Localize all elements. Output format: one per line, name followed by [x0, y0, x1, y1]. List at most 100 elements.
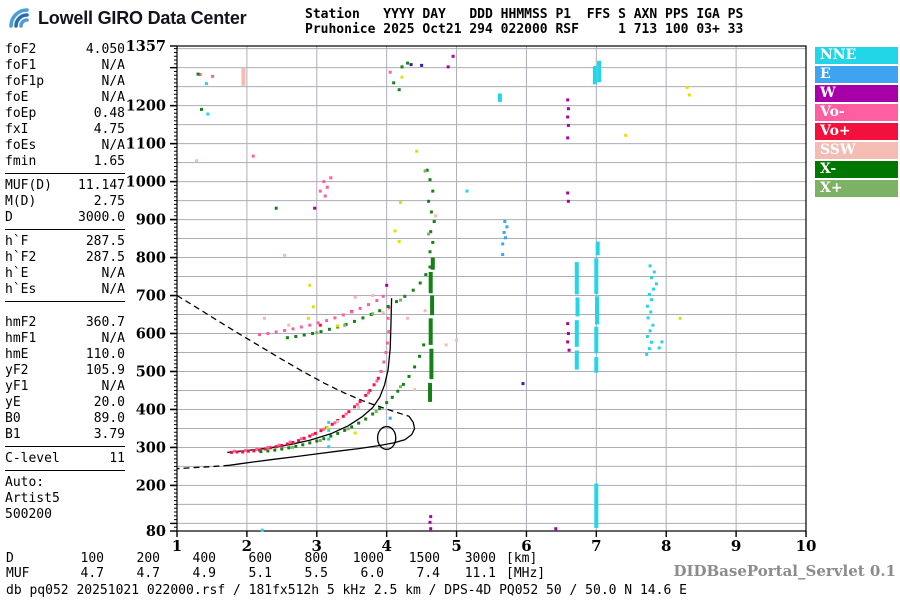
echo-point [274, 206, 278, 210]
echo-point [318, 439, 322, 443]
legend-item-x: X+ [815, 180, 898, 197]
param-value: 20.0 [93, 395, 125, 410]
param-group-4: C-level 11 [5, 448, 125, 469]
echo-series-ssw [195, 67, 459, 424]
param-label: fxI [5, 122, 29, 137]
echo-point [308, 323, 312, 327]
echo-point [687, 93, 691, 97]
echo-point [291, 327, 295, 331]
param-label: yF2 [5, 363, 29, 378]
echo-point [649, 310, 653, 314]
param-row: fmin 1.65 [5, 154, 125, 170]
echo-series-unlabeledyellow [306, 75, 691, 435]
echo-point [645, 352, 649, 356]
param-value: N/A [101, 90, 125, 105]
echo-point [333, 316, 337, 320]
echo-point [327, 437, 331, 441]
echo-point [263, 447, 267, 451]
legend-item-vo: Vo+ [815, 123, 898, 140]
echo-point [381, 311, 385, 315]
echo-point [347, 410, 351, 414]
y-tick-label: 1357 [126, 38, 166, 55]
echo-point [200, 107, 203, 111]
station-header: Station YYYY DAY DDD HHMMSS P1 FFS S AXN… [305, 7, 743, 37]
echo-point [425, 168, 429, 172]
echo-point [329, 176, 333, 180]
echo-point [411, 288, 415, 292]
echo-series-vo [230, 310, 380, 454]
echo-point [650, 340, 653, 344]
echo-series-e [388, 220, 509, 420]
param-value: 4.050 [85, 42, 125, 57]
echo-point [418, 354, 421, 358]
echo-point [400, 65, 404, 69]
echo-point [367, 391, 370, 395]
param-row: yF1 N/A [5, 379, 125, 395]
echo-point [235, 450, 239, 454]
echo-point [297, 439, 301, 443]
echo-point [327, 420, 331, 424]
echo-point [350, 310, 354, 314]
echo-point [322, 180, 326, 184]
param-value: 3000.0 [78, 210, 125, 225]
y-tick-label: 500 [136, 363, 166, 380]
param-label: foF1p [5, 74, 45, 89]
echo-point [388, 70, 392, 74]
transmission-curve-low-f [176, 464, 230, 470]
echo-point [285, 442, 289, 446]
echo-point [287, 446, 291, 450]
echo-point [566, 340, 570, 344]
echo-point [318, 189, 322, 193]
echo-point [407, 374, 411, 378]
echo-point [327, 445, 331, 449]
echo-point [432, 220, 436, 223]
param-label: 500200 [5, 507, 52, 522]
echo-point [409, 63, 413, 67]
echo-point [566, 107, 570, 111]
echo-point [367, 303, 370, 307]
muf-distance-table: D 100 200 400 600 800 1000 1500 3000 [km] MUF 4.7 4.… [6, 551, 545, 581]
echo-point [381, 294, 385, 298]
echo-point [428, 265, 432, 269]
echo-point [521, 382, 525, 386]
echo-point [353, 405, 356, 409]
panel-divider [5, 470, 125, 471]
echo-point [288, 440, 292, 444]
echo-bar [594, 326, 599, 354]
param-value: 4.75 [93, 122, 125, 137]
param-row: yF2 105.9 [5, 363, 125, 379]
echo-point [567, 348, 571, 352]
echo-point [195, 159, 199, 163]
param-label: h`F [5, 234, 29, 249]
echo-point [283, 253, 287, 257]
echo-point [566, 199, 570, 203]
echo-point [434, 214, 438, 218]
y-tick-label: 200 [136, 477, 166, 494]
transmission-curve-upper [176, 294, 410, 417]
param-row: fxI 4.75 [5, 122, 125, 138]
servlet-version-label: DIDBasePortal_Servlet 0.1 [673, 562, 896, 580]
param-row: B1 3.79 [5, 427, 125, 443]
echo-point [368, 389, 372, 392]
x-tick-label: 9 [731, 537, 741, 555]
row-value: 4.9 [192, 566, 216, 581]
echo-point [406, 316, 410, 320]
d-row: D 100 200 400 600 800 1000 1500 3000 [km] [6, 551, 545, 566]
legend-item-x: X- [815, 161, 898, 178]
param-row: hmE 110.0 [5, 347, 125, 363]
echo-point [446, 65, 450, 69]
echo-point [260, 528, 264, 532]
echo-point [259, 450, 263, 454]
echo-point [302, 333, 306, 337]
param-row: B0 89.0 [5, 411, 125, 427]
y-tick-label: 400 [136, 401, 166, 418]
param-row: yE 20.0 [5, 395, 125, 411]
muf-row: MUF 4.7 4.7 4.9 5.1 5.5 6.0 7.4 11.1 [MHz] [6, 566, 545, 581]
echo-point [386, 305, 390, 308]
param-group-0: foF2 4.050 foF1 N/A foF1p N/A foE N/A foEp 0.48 fx… [5, 39, 125, 172]
echo-point [399, 385, 403, 389]
echo-point [646, 316, 650, 320]
echo-point [262, 316, 266, 320]
param-label: hmE [5, 347, 29, 362]
